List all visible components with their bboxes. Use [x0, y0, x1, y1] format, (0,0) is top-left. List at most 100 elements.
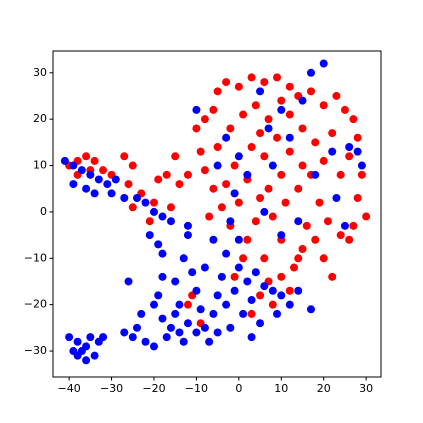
point — [179, 254, 188, 263]
point — [230, 272, 239, 281]
point — [277, 96, 286, 105]
point — [209, 235, 218, 244]
point — [315, 198, 324, 207]
point — [82, 152, 91, 161]
point — [175, 300, 184, 309]
point — [230, 286, 239, 295]
point — [192, 328, 201, 337]
point — [200, 115, 209, 124]
point — [65, 333, 74, 342]
point — [205, 337, 214, 346]
point — [183, 170, 192, 179]
point — [298, 161, 307, 170]
point — [179, 337, 188, 346]
point — [349, 221, 358, 230]
point — [332, 91, 341, 100]
point — [285, 133, 294, 142]
point — [141, 337, 150, 346]
point — [137, 309, 146, 318]
point — [256, 129, 265, 138]
point — [222, 300, 231, 309]
point — [298, 245, 307, 254]
point — [200, 323, 209, 332]
point — [226, 323, 235, 332]
point — [60, 156, 69, 165]
point — [260, 282, 269, 291]
point — [183, 319, 192, 328]
point — [226, 217, 235, 226]
point — [200, 166, 209, 175]
point — [277, 272, 286, 281]
point — [69, 161, 78, 170]
y-tick-label: 30 — [33, 66, 47, 79]
point — [213, 87, 222, 96]
point — [86, 333, 95, 342]
point — [171, 152, 180, 161]
point — [222, 180, 231, 189]
point — [149, 342, 158, 351]
point — [213, 142, 222, 151]
point — [264, 184, 273, 193]
point — [133, 194, 142, 203]
point — [158, 314, 167, 323]
point — [226, 124, 235, 133]
point — [124, 180, 133, 189]
point — [234, 198, 243, 207]
point — [188, 268, 197, 277]
point — [183, 221, 192, 230]
y-tick-label: 0 — [40, 205, 47, 218]
point — [319, 59, 328, 68]
y-tick-label: 20 — [33, 112, 47, 125]
point — [298, 124, 307, 133]
point — [362, 212, 371, 221]
point — [230, 161, 239, 170]
point — [69, 347, 78, 356]
point — [273, 73, 282, 82]
point — [281, 198, 290, 207]
point — [77, 166, 86, 175]
point — [213, 291, 222, 300]
point — [268, 286, 277, 295]
point — [294, 217, 303, 226]
point — [311, 170, 320, 179]
x-tick-label: 0 — [235, 382, 242, 395]
point — [205, 212, 214, 221]
point — [200, 263, 209, 272]
point — [124, 277, 133, 286]
point — [251, 217, 260, 226]
point — [264, 124, 273, 133]
point — [82, 184, 91, 193]
point — [133, 323, 142, 332]
point — [171, 309, 180, 318]
point — [196, 147, 205, 156]
point — [260, 152, 269, 161]
point — [294, 254, 303, 263]
point — [319, 101, 328, 110]
point — [277, 231, 286, 240]
point — [171, 277, 180, 286]
plot-frame — [52, 50, 382, 378]
point — [345, 142, 354, 151]
point — [345, 152, 354, 161]
point — [183, 300, 192, 309]
point — [149, 207, 158, 216]
point — [268, 212, 277, 221]
point — [166, 323, 175, 332]
point — [145, 217, 154, 226]
point — [222, 249, 231, 258]
point — [340, 221, 349, 230]
point — [260, 207, 269, 216]
point — [277, 170, 286, 179]
point — [256, 291, 265, 300]
x-tick-label: 20 — [317, 382, 331, 395]
point — [99, 333, 108, 342]
point — [234, 152, 243, 161]
point — [192, 105, 201, 114]
point — [111, 175, 120, 184]
point — [247, 309, 256, 318]
point — [175, 180, 184, 189]
point — [128, 161, 137, 170]
point — [86, 170, 95, 179]
x-tick-label: −10 — [185, 382, 208, 395]
